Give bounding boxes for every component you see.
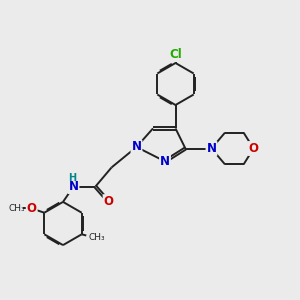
Text: O: O	[27, 202, 37, 215]
Text: N: N	[68, 180, 79, 193]
Text: H: H	[68, 173, 76, 183]
Text: N: N	[160, 155, 170, 168]
Text: CH₃: CH₃	[88, 233, 105, 242]
Text: CH₃: CH₃	[8, 204, 25, 213]
Text: O: O	[248, 142, 259, 155]
Text: Cl: Cl	[169, 48, 182, 61]
Text: N: N	[206, 142, 217, 155]
Text: O: O	[103, 195, 114, 208]
Text: N: N	[131, 140, 142, 154]
